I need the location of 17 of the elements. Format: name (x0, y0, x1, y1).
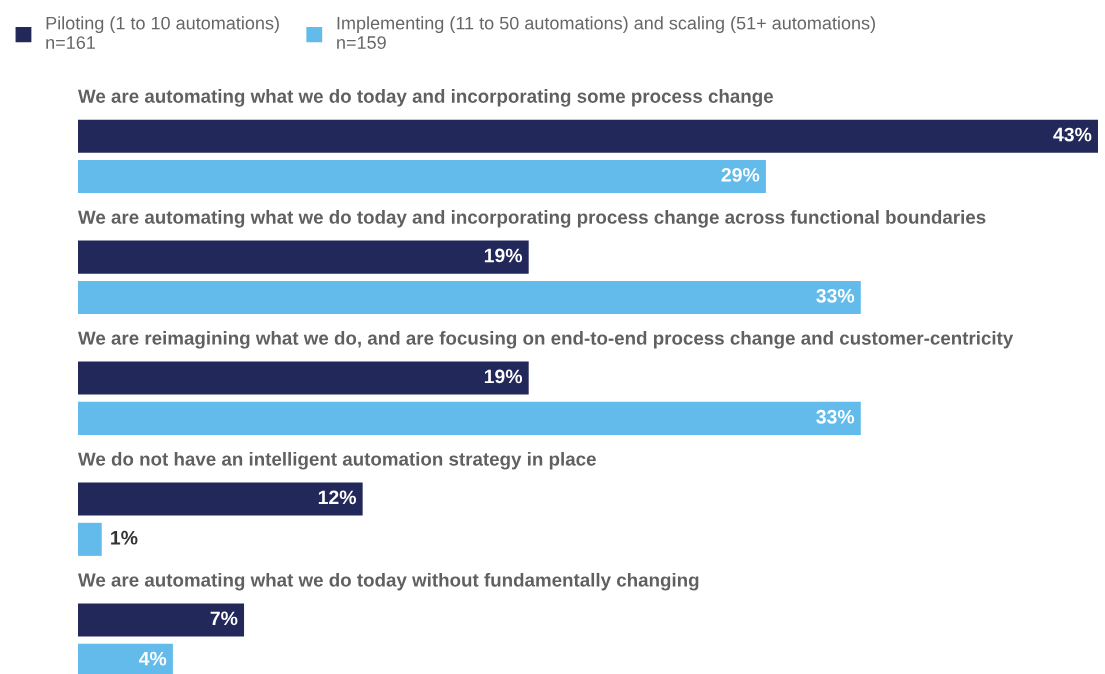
data-label: 33% (816, 288, 855, 303)
data-label: 29% (721, 167, 760, 182)
data-label: 19% (484, 369, 523, 384)
y-tick-label: We are automating what we do today and incorporating some process change (78, 89, 773, 107)
data-label: 1% (111, 530, 138, 545)
data-label: 4% (138, 651, 167, 666)
data-label: 43% (1053, 127, 1092, 142)
data-label: 33% (816, 409, 855, 424)
data-label: 19% (484, 248, 523, 263)
legend-label: Piloting (1 to 10 automations) n=161 (46, 16, 279, 49)
y-tick-label: We are automating what we do today without fundamentally changing (78, 572, 699, 591)
data-label: 12% (318, 490, 357, 505)
y-tick-label: We are reimagining what we do, and are focusing on end-to-end process change and customer-centricity (78, 331, 1014, 349)
data-label: 7% (210, 611, 238, 626)
y-tick-label: We are automating what we do today and incorporating process change across functional boundaries (78, 210, 986, 228)
y-tick-label: We do not have an intelligent automation strategy in place (78, 451, 596, 470)
legend-label: Implementing (11 to 50 automations) and scaling (51+ automations) n=159 (337, 16, 875, 49)
